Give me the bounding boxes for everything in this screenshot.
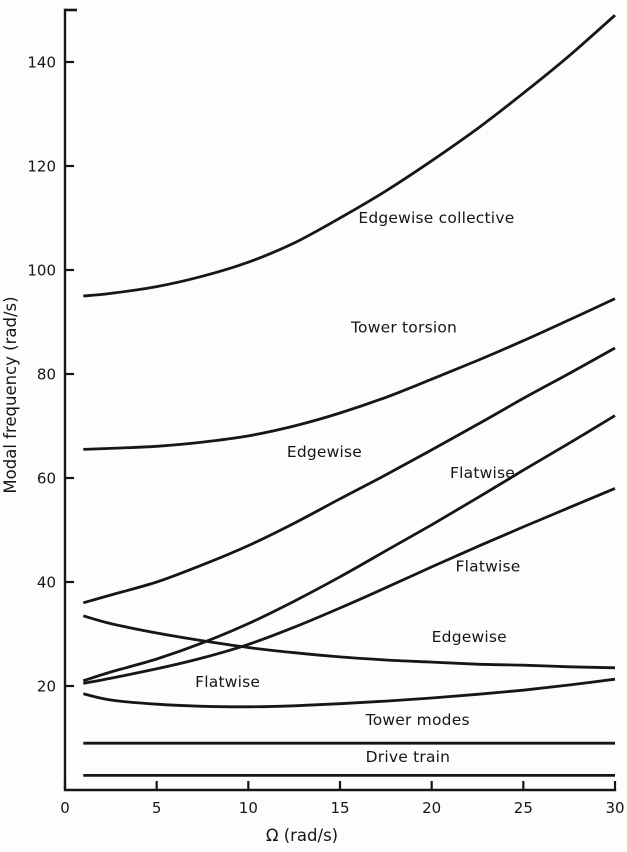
series-label-edgewise-descending: Edgewise: [432, 628, 507, 646]
axes-spines: [63, 8, 617, 792]
series-line-edgewise-upper: [82, 346, 616, 605]
series-label-edgewise-upper: Edgewise: [287, 443, 362, 461]
y-tick-label: 120: [27, 158, 56, 176]
x-tick-label: 15: [330, 799, 349, 817]
series-line-flatwise-third: [82, 414, 616, 683]
series-label-edgewise-collective: Edgewise collective: [358, 209, 514, 227]
y-tick-label: 80: [37, 366, 56, 384]
x-tick-label: 0: [60, 799, 70, 817]
series-label-tower-modes: Tower modes: [365, 711, 470, 729]
series-line-edgewise-descending: [82, 614, 616, 670]
y-tick-label: 100: [27, 262, 56, 280]
series-label-flatwise-second: Flatwise: [456, 558, 521, 576]
y-tick-label: 40: [37, 574, 56, 592]
y-tick-label: 60: [37, 470, 56, 488]
series-label-flatwise-third: Flatwise: [450, 464, 515, 482]
series-line-tower-torsion: [83, 297, 616, 451]
series-line-flatwise-second: [83, 487, 616, 685]
x-tick-label: 25: [514, 799, 533, 817]
x-tick-label: 30: [605, 799, 624, 817]
y-axis-title: Modal frequency (rad/s): [1, 296, 20, 493]
series-label-tower-torsion: Tower torsion: [350, 318, 457, 336]
y-tick-label: 20: [37, 678, 56, 696]
series-line-edgewise-collective: [83, 14, 616, 298]
series-label-drive-train: Drive train: [366, 748, 451, 766]
series-line-flatwise-first: [82, 677, 616, 709]
series-label-flatwise-first: Flatwise: [195, 673, 260, 691]
x-axis-title: Ω (rad/s): [266, 826, 338, 845]
y-tick-label: 140: [27, 54, 56, 72]
x-tick-label: 10: [239, 799, 258, 817]
x-tick-label: 20: [422, 799, 441, 817]
x-tick-label: 5: [152, 799, 162, 817]
